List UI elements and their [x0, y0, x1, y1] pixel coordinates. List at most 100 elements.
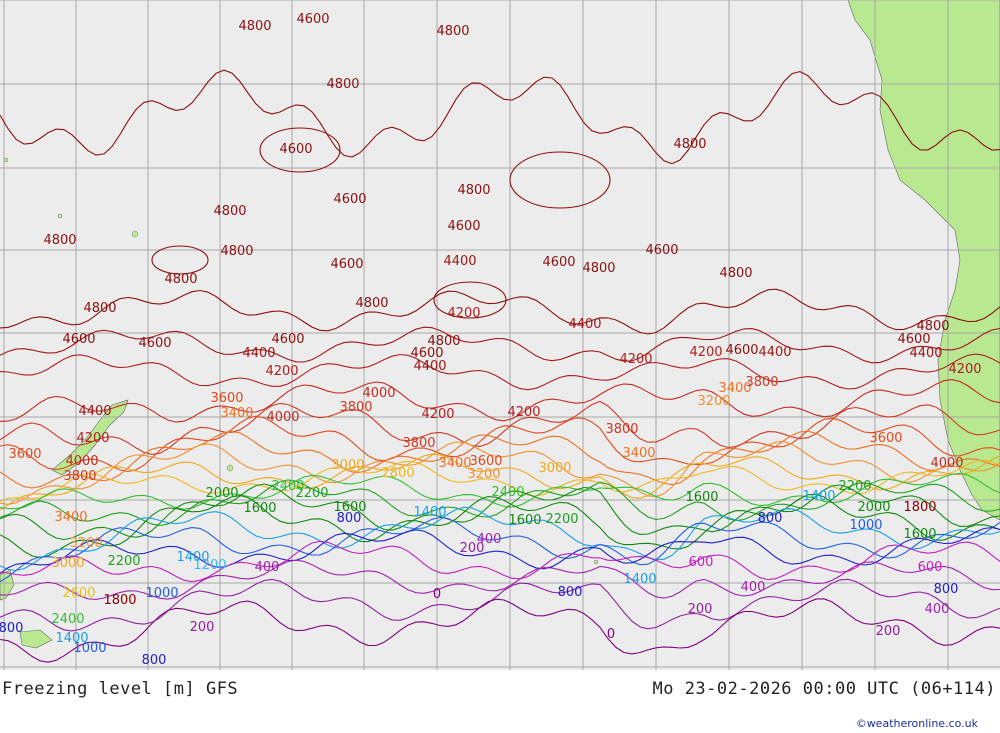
contour-label-4800: 4800: [673, 137, 706, 152]
forecast-datetime: Mo 23-02-2026 00:00 UTC (06+114): [652, 679, 996, 699]
land-south-america: [847, 0, 1000, 521]
contour-label-4800: 4800: [436, 24, 469, 39]
contour-label-2400: 2400: [271, 479, 304, 494]
contour-label-4200: 4200: [421, 407, 454, 422]
contour-3200: [0, 441, 1000, 505]
contour-label-3600: 3600: [210, 391, 243, 406]
contour-2200: [0, 479, 1000, 527]
contour-label-1000: 1000: [849, 518, 882, 533]
contour-label-1800: 1800: [103, 593, 136, 608]
contour-label-3600: 3600: [469, 454, 502, 469]
contour-label-3200: 3200: [467, 467, 500, 482]
contour-label-4600: 4600: [330, 257, 363, 272]
land-new-zealand: [51, 399, 129, 476]
contour-label-4800: 4800: [326, 77, 359, 92]
bottom-bar: Freezing level [m] GFS Mo 23-02-2026 00:…: [0, 670, 1000, 733]
contour-1600: [0, 493, 1000, 559]
contour-label-4800: 4800: [220, 244, 253, 259]
contour-4400: [0, 326, 1000, 364]
contour-label-800: 800: [934, 582, 959, 597]
contour-label-600: 600: [918, 560, 943, 575]
contour-label-4800: 4800: [164, 272, 197, 287]
contour-label-4600: 4600: [296, 12, 329, 27]
contour-200: [0, 578, 1000, 632]
contour-label-400: 400: [255, 560, 280, 575]
contour-label-1400: 1400: [802, 489, 835, 504]
contour-label-1600: 1600: [243, 501, 276, 516]
contour-label-3600: 3600: [8, 447, 41, 462]
contour-3600: [0, 415, 1000, 473]
contour-label-1800: 1800: [903, 500, 936, 515]
contour-label-800: 800: [758, 511, 783, 526]
contour-label-3800: 3800: [745, 375, 778, 390]
credit-link[interactable]: ©weatheronline.co.uk: [855, 717, 978, 730]
contour-label-3400: 3400: [622, 446, 655, 461]
contour-label-4600: 4600: [645, 243, 678, 258]
contour-label-3400: 3400: [220, 406, 253, 421]
contour-3400: [0, 430, 1000, 489]
contour-label-2800: 2800: [381, 466, 414, 481]
contour-label-1600: 1600: [333, 500, 366, 515]
contour-label-4600: 4600: [410, 346, 443, 361]
contour-label-200: 200: [190, 620, 215, 635]
contour-label-1400: 1400: [623, 572, 656, 587]
contour-4000: [0, 379, 1000, 423]
contour-label-2400: 2400: [491, 485, 524, 500]
contour-label-4600: 4600: [138, 336, 171, 351]
contour-label-2600: 2600: [62, 586, 95, 601]
contour-label-3800: 3800: [402, 436, 435, 451]
contour-label-400: 400: [741, 580, 766, 595]
contour-label-4000: 4000: [266, 410, 299, 425]
freezing-level-map: 4800 4600 4800 4800 4600 4800 4600 4800 4800 4600…: [0, 0, 1000, 670]
contour-label-4400: 4400: [242, 346, 275, 361]
contour-label-1200: 1200: [193, 558, 226, 573]
contour-label-1600: 1600: [903, 527, 936, 542]
contour-label-2200: 2200: [295, 486, 328, 501]
contour-label-200: 200: [876, 624, 901, 639]
contour-800: [0, 526, 1000, 574]
contour-4800: [0, 69, 1000, 165]
contour-label-4800: 4800: [916, 319, 949, 334]
contour-4600-loop: [433, 281, 507, 319]
contour-label-600: 600: [689, 555, 714, 570]
contour-label-4000: 4000: [362, 386, 395, 401]
contour-label-4400: 4400: [568, 317, 601, 332]
contour-label-4800: 4800: [457, 183, 490, 198]
contour-label-1400: 1400: [176, 550, 209, 565]
contour-label-3000: 3000: [51, 556, 84, 571]
contour-label-800: 800: [0, 621, 23, 636]
contour-label-200: 200: [688, 602, 713, 617]
contour-label-4200: 4200: [507, 405, 540, 420]
contour-label-2200: 2200: [838, 479, 871, 494]
contour-label-2000: 2000: [205, 486, 238, 501]
contour-label-3600: 3600: [869, 431, 902, 446]
contour-label-1400: 1400: [55, 631, 88, 646]
contour-label-4800: 4800: [427, 334, 460, 349]
contour-label-4400: 4400: [758, 345, 791, 360]
contour-label-4800: 4800: [238, 19, 271, 34]
contour-600: [0, 540, 1000, 583]
contour-label-800: 800: [337, 511, 362, 526]
contour-label-4600: 4600: [271, 332, 304, 347]
contour-label-4600: 4600: [279, 142, 312, 157]
contour-label-4200: 4200: [447, 306, 480, 321]
contour-label-3000: 3000: [331, 458, 364, 473]
contour-label-4000: 4000: [930, 456, 963, 471]
contour-4600: [0, 288, 1000, 335]
contour-4200: [0, 353, 1000, 391]
contour-label-4400: 4400: [413, 359, 446, 374]
contour-2000: [0, 483, 1000, 541]
contour-2800: [0, 459, 1000, 502]
contour-label-1000: 1000: [73, 641, 106, 656]
contour-label-4800: 4800: [355, 296, 388, 311]
contour-label-1400: 1400: [413, 505, 446, 520]
contour-label-4200: 4200: [689, 345, 722, 360]
contour-label-2200: 2200: [545, 512, 578, 527]
contour-label-3400: 3400: [54, 510, 87, 525]
contour-label-4600: 4600: [542, 255, 575, 270]
contour-4600-loop: [509, 151, 611, 209]
land-antarctic-islands: [19, 629, 53, 649]
contour-label-4600: 4600: [333, 192, 366, 207]
contour-label-4600: 4600: [62, 332, 95, 347]
